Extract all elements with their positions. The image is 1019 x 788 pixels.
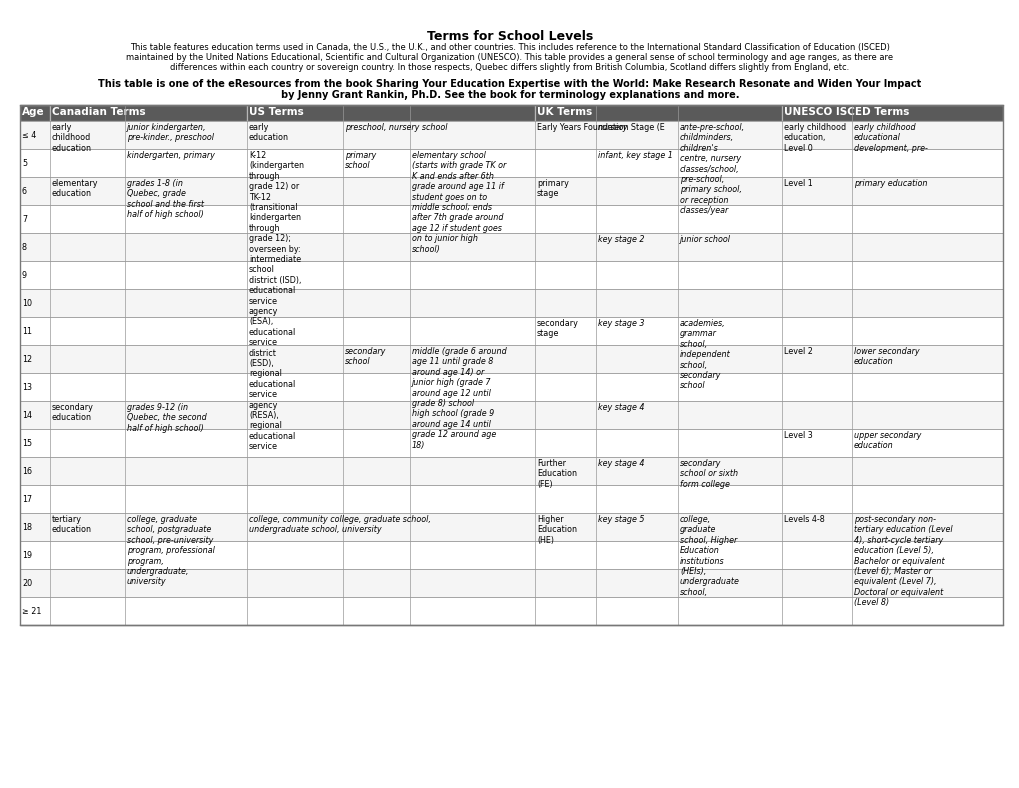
Text: grades 9-12 (in
Quebec, the second
half of high school): grades 9-12 (in Quebec, the second half …	[127, 403, 207, 433]
Text: 20: 20	[22, 578, 32, 588]
Text: early childhood
education,
Level 0: early childhood education, Level 0	[784, 123, 846, 153]
Bar	[20, 289, 1002, 317]
Text: key stage 2: key stage 2	[597, 235, 644, 244]
Bar	[20, 429, 1002, 457]
Bar	[20, 345, 1002, 373]
Text: junior school: junior school	[680, 235, 731, 244]
Text: key stage 3: key stage 3	[597, 319, 644, 328]
Text: early
childhood
education: early childhood education	[52, 123, 92, 153]
Text: 16: 16	[22, 466, 32, 475]
Text: UNESCO ISCED Terms: UNESCO ISCED Terms	[784, 107, 909, 117]
Text: college, graduate
school, postgraduate
school, pre-university
program, professio: college, graduate school, postgraduate s…	[127, 515, 215, 586]
Text: ≥ 21: ≥ 21	[22, 607, 42, 615]
Text: 13: 13	[22, 382, 32, 392]
Text: US Terms: US Terms	[249, 107, 304, 117]
Bar	[20, 105, 1002, 625]
Bar	[20, 105, 50, 121]
Text: Further
Education
(FE): Further Education (FE)	[536, 459, 577, 489]
Text: Early Years Foundation Stage (E: Early Years Foundation Stage (E	[536, 123, 664, 132]
Bar	[20, 569, 1002, 597]
Text: secondary
education: secondary education	[52, 403, 94, 422]
Text: secondary
school or sixth
form college: secondary school or sixth form college	[680, 459, 738, 489]
Text: 6: 6	[22, 187, 26, 195]
Bar	[20, 513, 1002, 541]
Text: primary
school: primary school	[344, 151, 376, 170]
Text: ante-pre-school,
childminders,
children's
centre, nursery
classes/school,
pre-sc: ante-pre-school, childminders, children'…	[680, 123, 745, 215]
Text: early childhood
educational
development, pre-: early childhood educational development,…	[853, 123, 927, 153]
Text: kindergarten, primary: kindergarten, primary	[127, 151, 215, 160]
Text: Terms for School Levels: Terms for School Levels	[427, 30, 592, 43]
Text: infant, key stage 1: infant, key stage 1	[597, 151, 673, 160]
Text: 9: 9	[22, 270, 28, 280]
Text: Level 1: Level 1	[784, 179, 812, 188]
Text: tertiary
education: tertiary education	[52, 515, 92, 534]
Bar	[20, 149, 1002, 177]
Bar	[20, 401, 1002, 429]
Text: 11: 11	[22, 326, 32, 336]
Bar	[535, 105, 782, 121]
Text: 8: 8	[22, 243, 26, 251]
Text: college,
graduate
school, Higher
Education
institutions
(HEIs),
undergraduate
sc: college, graduate school, Higher Educati…	[680, 515, 739, 597]
Text: by Jenny Grant Rankin, Ph.D. See the book for terminology explanations and more.: by Jenny Grant Rankin, Ph.D. See the boo…	[280, 90, 739, 100]
Text: junior kindergarten,
pre-kinder., preschool: junior kindergarten, pre-kinder., presch…	[127, 123, 214, 143]
Text: Age: Age	[22, 107, 45, 117]
Text: early
education: early education	[249, 123, 288, 143]
Bar	[20, 457, 1002, 485]
Bar	[247, 105, 535, 121]
Text: Level 3: Level 3	[784, 431, 812, 440]
Text: Higher
Education
(HE): Higher Education (HE)	[536, 515, 577, 545]
Text: elementary
education: elementary education	[52, 179, 99, 199]
Text: preschool, nursery school: preschool, nursery school	[344, 123, 447, 132]
Text: key stage 4: key stage 4	[597, 403, 644, 412]
Text: Levels 4-8: Levels 4-8	[784, 515, 824, 524]
Text: 10: 10	[22, 299, 32, 307]
Text: maintained by the United Nations Educational, Scientific and Cultural Organizati: maintained by the United Nations Educati…	[126, 53, 893, 62]
Text: 7: 7	[22, 214, 28, 224]
Text: nursery: nursery	[597, 123, 628, 132]
Text: Level 2: Level 2	[784, 347, 812, 356]
Text: lower secondary
education: lower secondary education	[853, 347, 919, 366]
Text: Canadian Terms: Canadian Terms	[52, 107, 146, 117]
Bar	[782, 105, 1002, 121]
Bar	[20, 597, 1002, 625]
Text: primary education: primary education	[853, 179, 926, 188]
Text: academies,
grammar
school,
independent
school,
secondary
school: academies, grammar school, independent s…	[680, 319, 730, 390]
Bar	[20, 177, 1002, 205]
Bar	[20, 261, 1002, 289]
Text: 17: 17	[22, 495, 32, 504]
Text: This table features education terms used in Canada, the U.S., the U.K., and othe: This table features education terms used…	[130, 43, 889, 52]
Text: primary
stage: primary stage	[536, 179, 569, 199]
Text: 19: 19	[22, 551, 32, 559]
Text: 15: 15	[22, 438, 32, 448]
Bar	[20, 205, 1002, 233]
Bar	[50, 105, 247, 121]
Text: K-12
(kindergarten
through
grade 12) or
TK-12
(transitional
kindergarten
through: K-12 (kindergarten through grade 12) or …	[249, 151, 304, 452]
Text: 5: 5	[22, 158, 28, 168]
Text: post-secondary non-
tertiary education (Level
4), short-cycle tertiary
education: post-secondary non- tertiary education (…	[853, 515, 952, 608]
Text: upper secondary
education: upper secondary education	[853, 431, 920, 451]
Text: UK Terms: UK Terms	[536, 107, 592, 117]
Bar	[20, 373, 1002, 401]
Text: secondary
school: secondary school	[344, 347, 386, 366]
Text: ≤ 4: ≤ 4	[22, 131, 37, 139]
Bar	[20, 485, 1002, 513]
Text: middle (grade 6 around
age 11 until grade 8
around age 14) or
junior high (grade: middle (grade 6 around age 11 until grad…	[412, 347, 506, 450]
Text: 18: 18	[22, 522, 32, 531]
Text: 12: 12	[22, 355, 32, 363]
Bar	[20, 233, 1002, 261]
Text: 14: 14	[22, 411, 32, 419]
Text: key stage 4: key stage 4	[597, 459, 644, 468]
Bar	[20, 541, 1002, 569]
Text: elementary school
(starts with grade TK or
K and ends after 6th
grade around age: elementary school (starts with grade TK …	[412, 151, 505, 254]
Text: differences within each country or sovereign country. In those respects, Quebec : differences within each country or sover…	[170, 63, 849, 72]
Text: secondary
stage: secondary stage	[536, 319, 579, 338]
Text: college, community college, graduate school,
undergraduate school, university: college, community college, graduate sch…	[249, 515, 430, 534]
Bar	[20, 121, 1002, 149]
Text: key stage 5: key stage 5	[597, 515, 644, 524]
Text: grades 1-8 (in
Quebec, grade
school and the first
half of high school): grades 1-8 (in Quebec, grade school and …	[127, 179, 204, 219]
Bar	[20, 317, 1002, 345]
Text: This table is one of the eResources from the book Sharing Your Education Experti: This table is one of the eResources from…	[98, 79, 921, 89]
